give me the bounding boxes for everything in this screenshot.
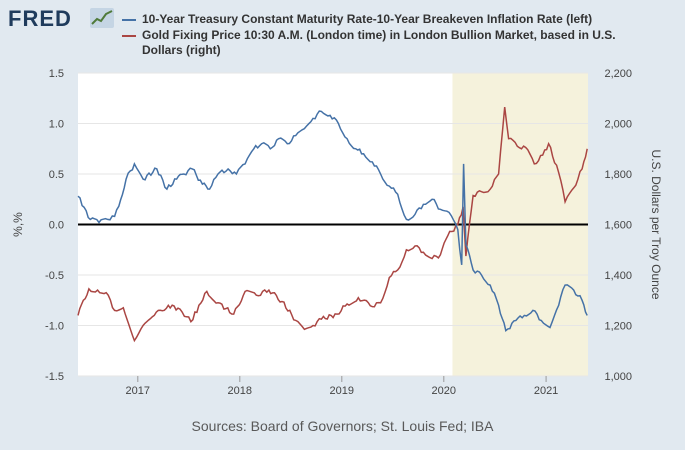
series-line-gold-price [77, 107, 588, 343]
x-tick-label: 2017 [126, 385, 150, 397]
y-left-tick-label: -0.5 [45, 270, 64, 282]
legend-swatch-left [122, 19, 136, 21]
y-axis-right-ticks: 2,200 2,000 1,800 1,600 1,400 1,200 1,000 [604, 68, 632, 383]
y-axis-left-ticks: 1.5 1.0 0.5 0.0 -0.5 -1.0 -1.5 [45, 68, 64, 383]
y-left-tick-label: -1.0 [45, 321, 64, 333]
y-left-tick-label: 0.5 [49, 169, 64, 181]
y-right-tick-label: 1,800 [604, 169, 632, 181]
y-left-tick-label: 0.0 [49, 220, 64, 232]
legend-swatch-right [122, 35, 136, 37]
source-note: Sources: Board of Governors; St. Louis F… [191, 418, 494, 434]
y-axis-right-title: U.S. Dollars per Troy Ounce [649, 149, 663, 299]
legend-entry-right-series[interactable]: Gold Fixing Price 10:30 A.M. (London tim… [122, 28, 642, 58]
y-right-tick-label: 1,200 [604, 321, 632, 333]
y-right-tick-label: 2,000 [604, 119, 632, 131]
x-axis-ticks: 2017 2018 2019 2020 2021 [126, 376, 558, 397]
y-axis-left-title: %,% [11, 212, 25, 237]
series-line-real-yield [77, 110, 588, 332]
fred-logo[interactable]: FRED [8, 6, 72, 31]
legend-entry-left-series[interactable]: 10-Year Treasury Constant Maturity Rate-… [122, 12, 642, 27]
y-left-tick-label: 1.0 [49, 119, 64, 131]
y-right-tick-label: 1,400 [604, 270, 632, 282]
y-right-tick-label: 2,200 [604, 68, 632, 80]
legend-label-left: 10-Year Treasury Constant Maturity Rate-… [142, 12, 593, 26]
fred-chart-logo-icon [90, 8, 114, 28]
legend-label-right: Gold Fixing Price 10:30 A.M. (London tim… [142, 28, 616, 57]
y-left-tick-label: -1.5 [45, 371, 64, 383]
x-tick-label: 2019 [330, 385, 354, 397]
x-tick-label: 2018 [228, 385, 252, 397]
y-left-tick-label: 1.5 [49, 68, 64, 80]
x-tick-label: 2020 [432, 385, 456, 397]
y-right-tick-label: 1,600 [604, 220, 632, 232]
y-right-tick-label: 1,000 [604, 371, 632, 383]
x-tick-label: 2021 [534, 385, 558, 397]
